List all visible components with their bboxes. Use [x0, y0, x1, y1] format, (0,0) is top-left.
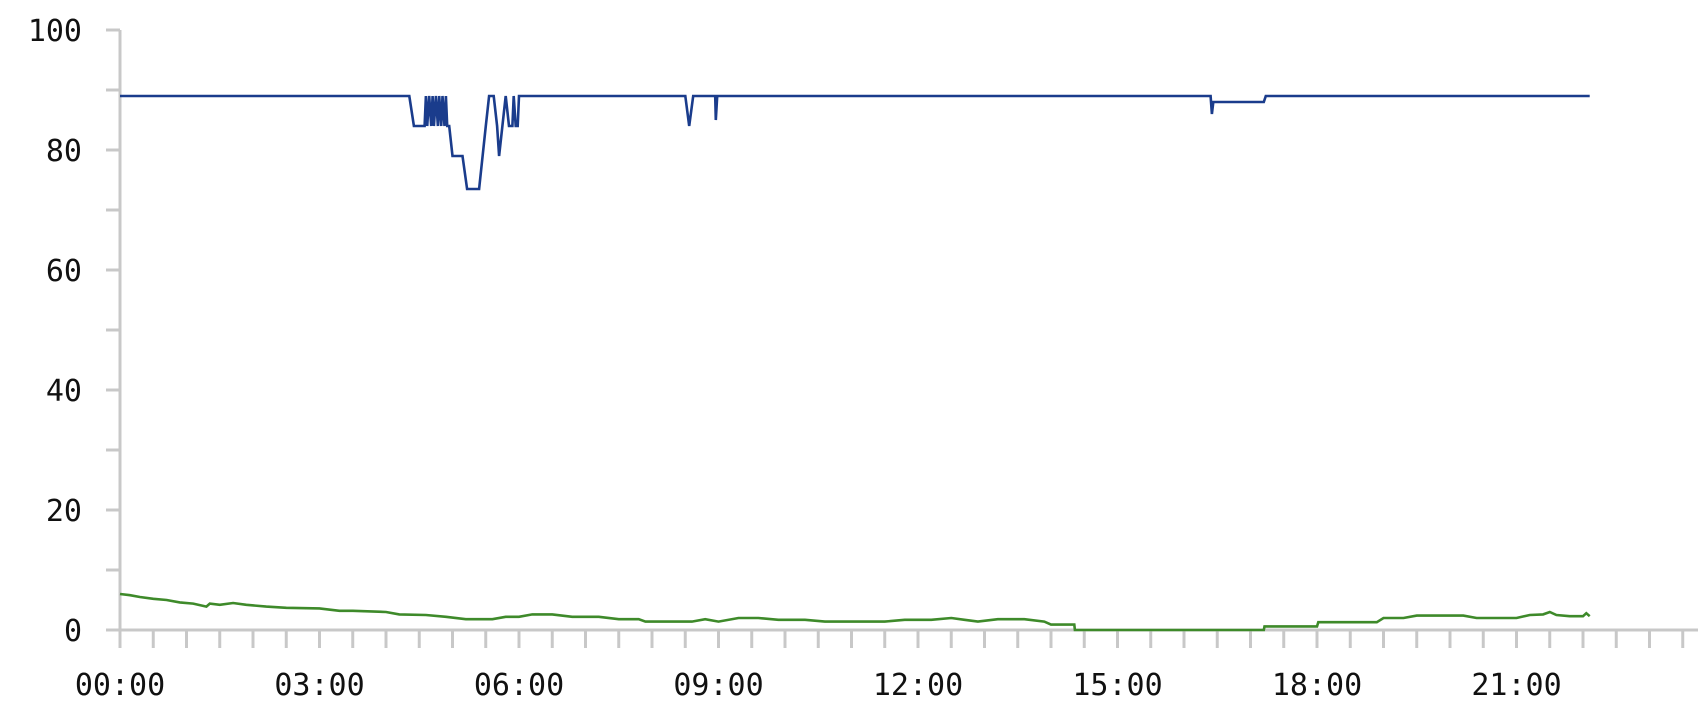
- y-axis-labels: 0 20 40 60 80 100: [28, 14, 82, 649]
- x-tick-label: 18:00: [1272, 668, 1362, 703]
- x-tick-label: 12:00: [873, 668, 963, 703]
- x-axis-labels: 00:00 03:00 06:00 09:00 12:00 15:00 18:00 21:00: [75, 668, 1562, 703]
- x-tick-label: 15:00: [1072, 668, 1162, 703]
- y-tick-label: 40: [46, 374, 82, 409]
- series-line-1: [120, 94, 1590, 191]
- series-line-2: [119, 592, 1591, 632]
- y-tick-label: 60: [46, 254, 82, 289]
- x-tick-label: 21:00: [1471, 668, 1561, 703]
- y-axis-ticks: [106, 28, 120, 632]
- x-tick-label: 03:00: [274, 668, 364, 703]
- y-tick-label: 20: [46, 494, 82, 529]
- x-tick-label: 06:00: [474, 668, 564, 703]
- x-axis-ticks: [118, 630, 1685, 648]
- x-tick-label: 09:00: [673, 668, 763, 703]
- y-tick-label: 80: [46, 134, 82, 169]
- x-tick-label: 00:00: [75, 668, 165, 703]
- y-tick-label: 100: [28, 14, 82, 49]
- y-tick-label: 0: [64, 614, 82, 649]
- series-layer: [119, 94, 1591, 632]
